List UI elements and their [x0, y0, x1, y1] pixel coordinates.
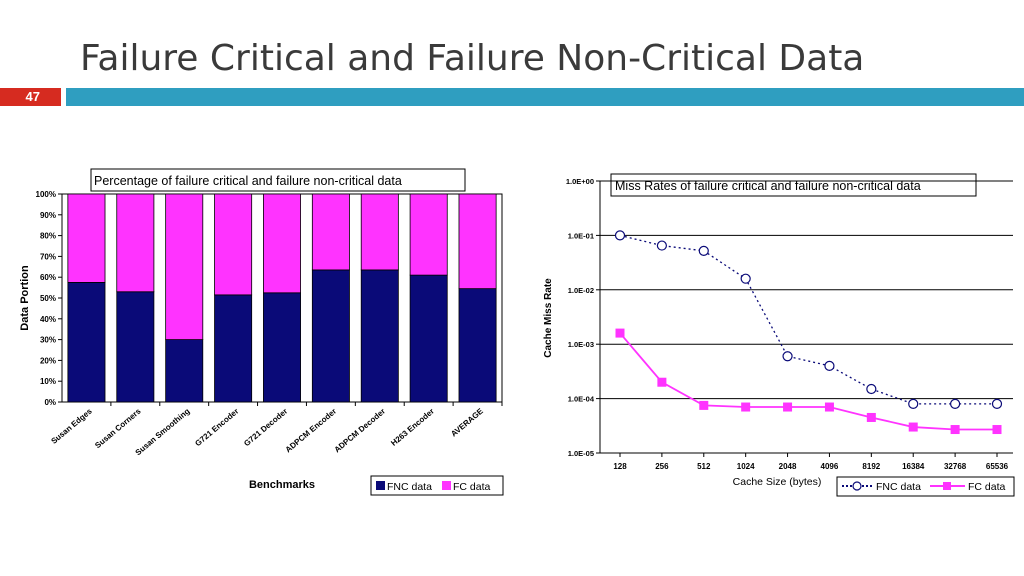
bar-legend-box [370, 475, 504, 496]
bar-ytick-label: 20% [40, 356, 56, 365]
line-ytick-label: 1.0E-04 [568, 395, 595, 404]
bar-segment-fc [214, 193, 253, 296]
bar-segment-fc [311, 193, 350, 271]
line-point-fc [615, 328, 625, 338]
bar-ytick-label: 100% [36, 190, 56, 199]
line-point-fc [992, 425, 1002, 435]
bar-segment-fc [263, 193, 301, 294]
bar-chart-title: Percentage of failure critical and failu… [94, 174, 402, 188]
bar-ytick-label: 10% [40, 377, 56, 386]
line-ytick-label: 1.0E-03 [568, 340, 594, 349]
bar-legend-swatch-fnc [376, 481, 385, 490]
line-legend-label-fc: FC data [968, 481, 1006, 493]
bar-segment-fc [458, 193, 497, 290]
bar-ytick-label: 50% [40, 294, 56, 303]
line-xtick-label: 2048 [779, 462, 797, 471]
line-xtick-label: 16384 [902, 462, 925, 471]
line-chart-title-box [610, 173, 977, 197]
bar-segment-fc [67, 193, 106, 283]
line-legend-marker-fnc [852, 481, 862, 491]
bar-segment-fc [360, 193, 399, 271]
line-point-fnc [656, 240, 667, 251]
line-series-fc [619, 332, 997, 431]
bar-segment-fnc [360, 269, 399, 403]
slide-number-label: 47 [25, 89, 40, 104]
line-point-fc [657, 377, 667, 387]
line-point-fc [741, 402, 751, 412]
line-ytick-label: 1.0E-01 [568, 231, 594, 240]
line-point-fnc [740, 273, 751, 284]
line-plot-area: 1.0E-05 1.0E-04 1.0E-03 1.0E-02 1.0E-01 1.0E+… [566, 177, 1013, 471]
bar-ytick-label: 40% [40, 315, 56, 324]
line-point-fc [950, 425, 960, 435]
line-series-fnc [619, 234, 997, 405]
bar-segment-fnc [116, 291, 155, 403]
bar-chart-title-box [90, 168, 466, 192]
line-xtick-label: 256 [655, 462, 669, 471]
line-xtick-label: 128 [613, 462, 627, 471]
line-point-fnc [824, 360, 835, 371]
line-ytick-label: 1.0E+00 [566, 177, 594, 186]
slide-title: Failure Critical and Failure Non-Critica… [80, 38, 865, 79]
line-ytick-label: 1.0E-02 [568, 286, 594, 295]
bar-legend-label-fc: FC data [453, 481, 491, 493]
line-xtick-label: 4096 [821, 462, 839, 471]
line-chart-xlabel: Cache Size (bytes) [733, 476, 822, 488]
line-point-fnc [991, 398, 1003, 409]
bar-segment-fnc [409, 274, 448, 403]
line-chart-title: Miss Rates of failure critical and failu… [615, 179, 921, 193]
bar-ytick-label: 70% [40, 252, 56, 261]
line-point-fc [866, 412, 876, 422]
accent-bar [66, 88, 1024, 106]
bar-legend-swatch-fc [442, 481, 451, 490]
bar-ytick-label: 30% [40, 336, 56, 345]
line-point-fc [908, 422, 918, 432]
line-xtick-label: 65536 [986, 462, 1009, 471]
line-point-fnc [866, 383, 877, 395]
line-point-fnc [782, 351, 793, 362]
bar-chart-legend: FNC data FC data [370, 475, 504, 496]
line-xtick-label: 1024 [737, 462, 755, 471]
line-legend-label-fnc: FNC data [876, 481, 921, 493]
bar-segment-fnc [263, 292, 301, 403]
line-ytick-label: 1.0E-05 [568, 449, 594, 458]
bar-ytick-label: 90% [40, 211, 56, 220]
line-legend-marker-fc [943, 482, 951, 490]
line-xtick-label: 512 [697, 462, 711, 471]
line-point-fnc [908, 398, 919, 409]
bar-chart-ylabel: Data Portion [19, 265, 31, 331]
bar-segment-fnc [458, 288, 497, 403]
line-point-fnc [698, 245, 709, 256]
bar-segment-fnc [311, 269, 350, 403]
bar-ytick-label: 0% [44, 398, 56, 407]
line-xtick-label: 32768 [944, 462, 967, 471]
line-point-fc [699, 400, 709, 410]
line-point-fnc [950, 398, 961, 409]
slide-number: 47 [0, 88, 61, 106]
bar-segment-fc [409, 193, 448, 276]
bar-chart-xlabel: Benchmarks [249, 479, 315, 491]
bar-ytick-label: 60% [40, 273, 56, 282]
bar-segment-fc [165, 193, 204, 341]
line-chart-legend: FNC data FC data [836, 476, 1015, 497]
line-point-fc [824, 402, 834, 412]
line-xtick-label: 8192 [862, 462, 880, 471]
bar-legend-label-fnc: FNC data [387, 481, 432, 493]
line-chart-ylabel: Cache Miss Rate [543, 278, 554, 358]
line-point-fc [783, 402, 793, 412]
bar-ytick-label: 80% [40, 232, 56, 241]
bar-segment-fc [116, 193, 155, 293]
line-legend-box [836, 476, 1015, 497]
line-point-fnc [614, 230, 626, 241]
